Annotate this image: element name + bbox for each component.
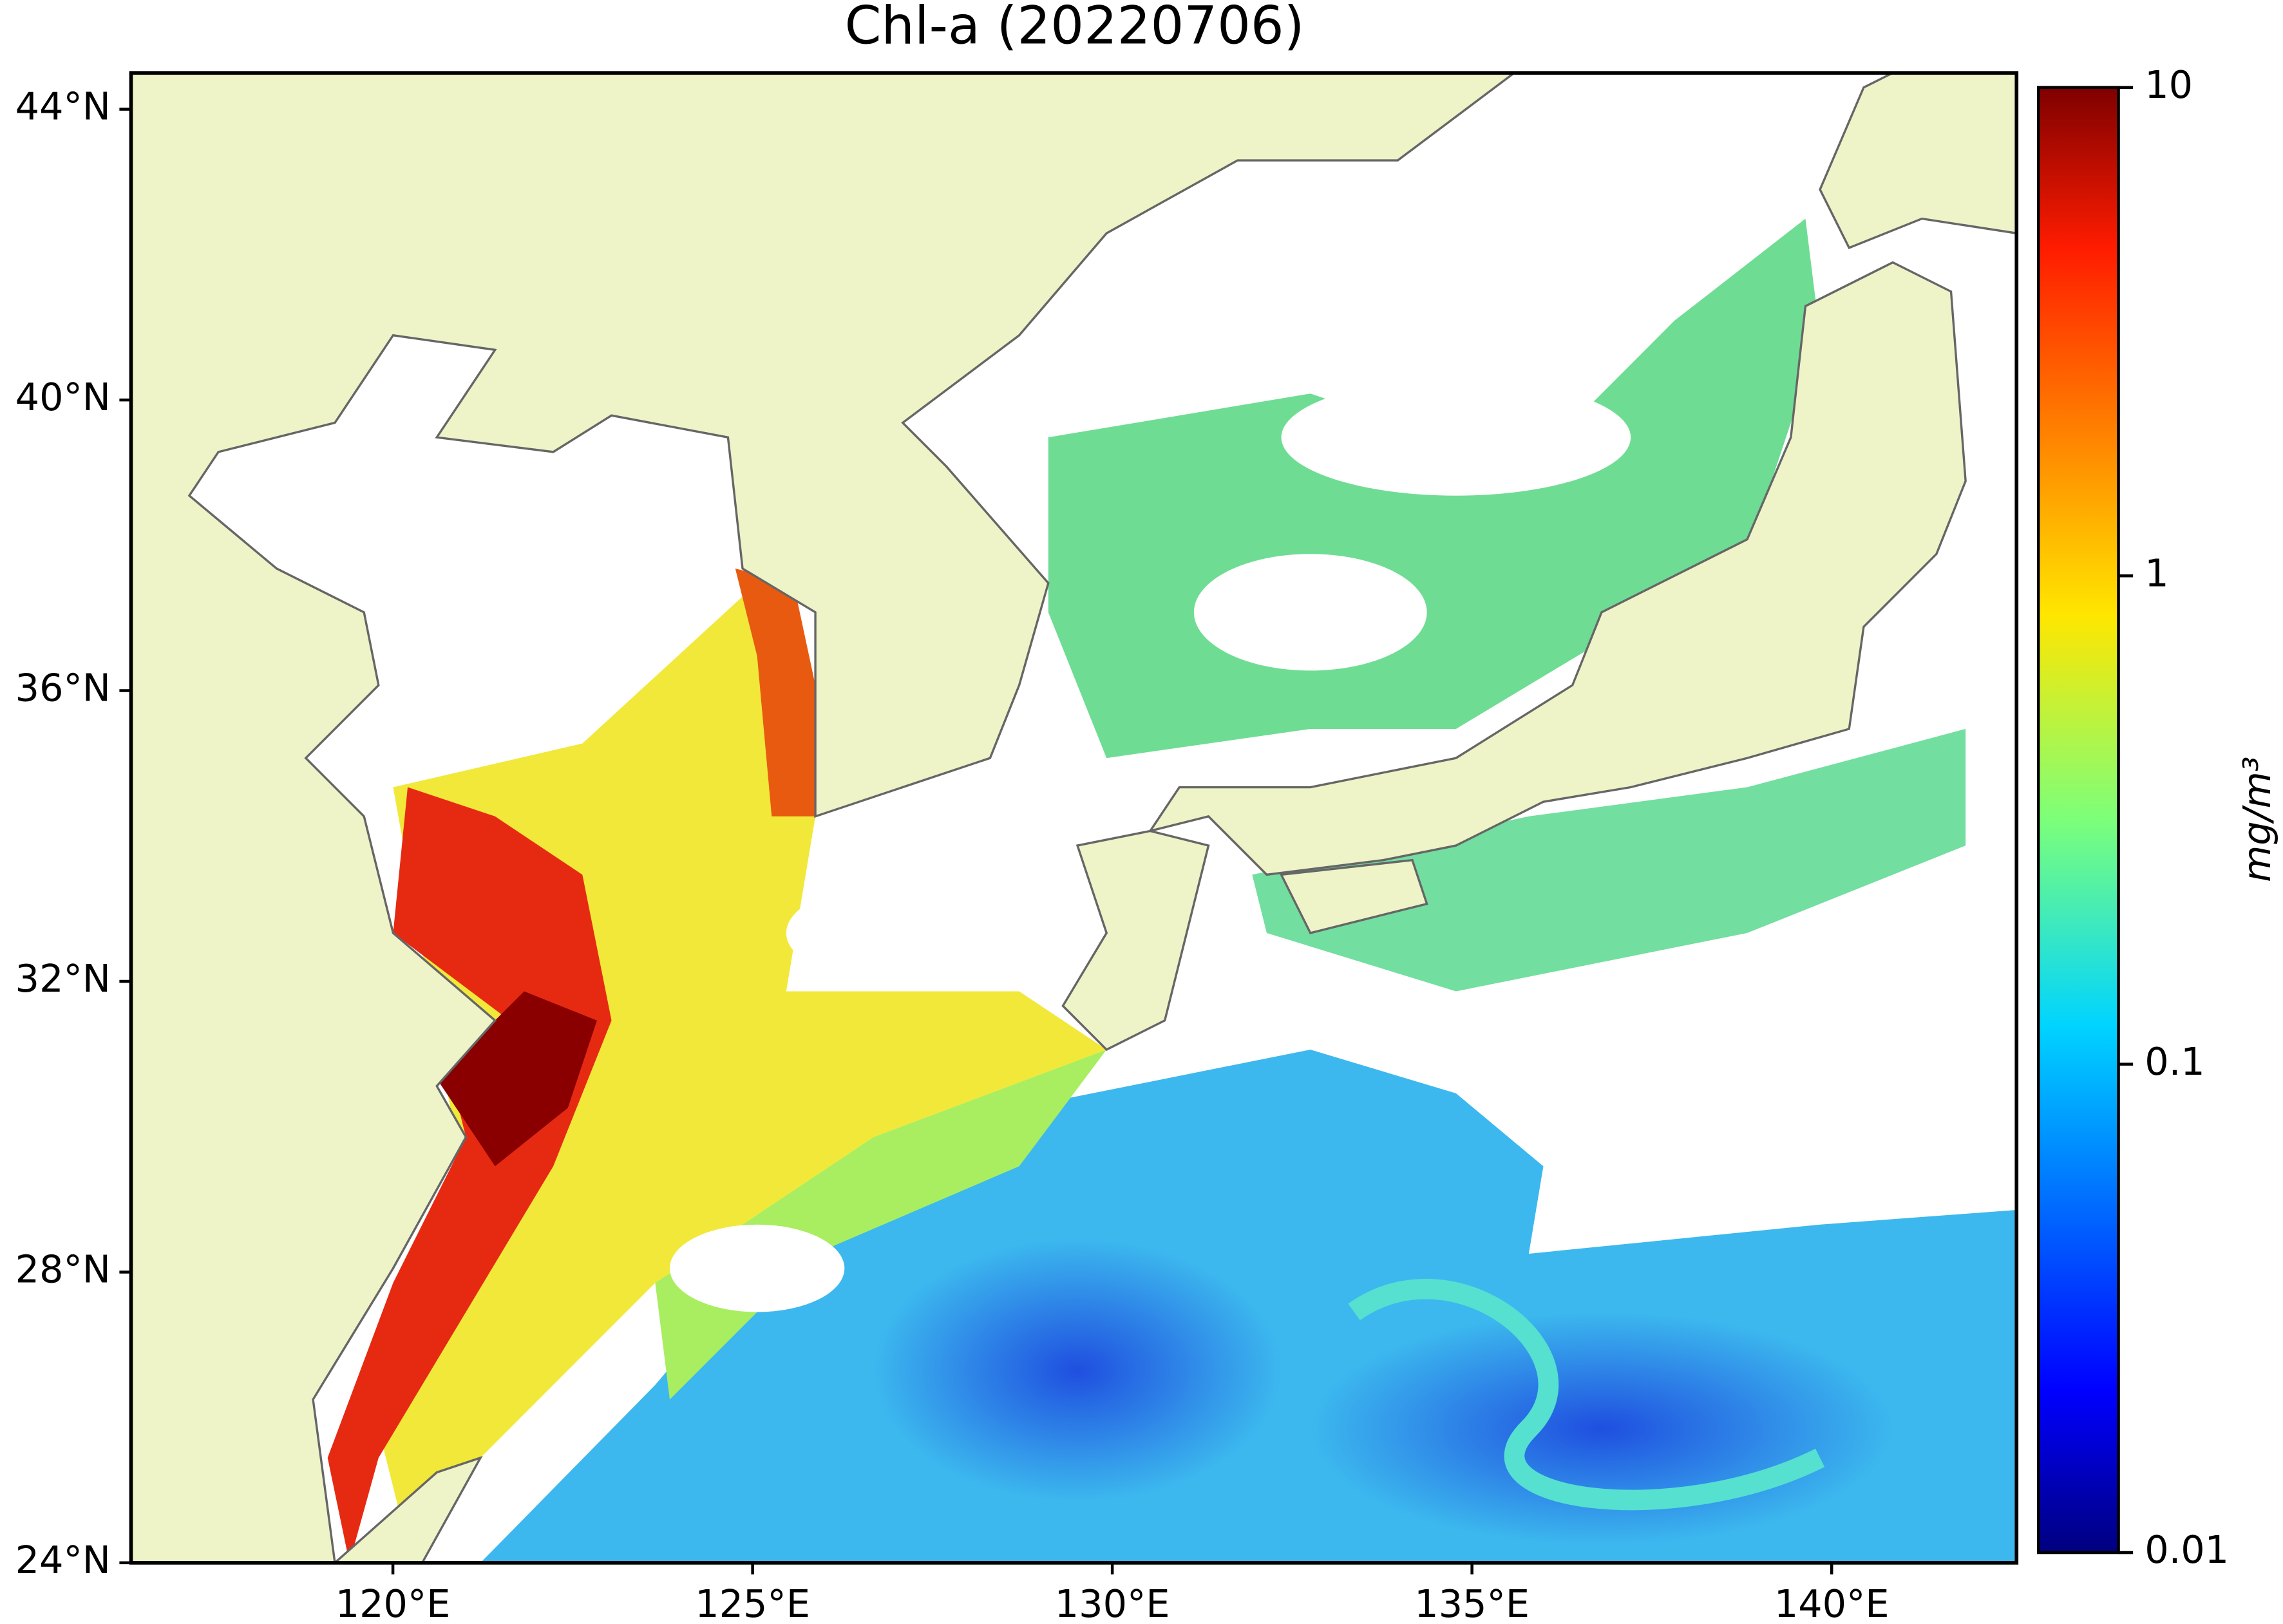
map-frame bbox=[129, 71, 2019, 1565]
honshu bbox=[1148, 261, 1967, 876]
colorbar-tick-label: 1 bbox=[2145, 551, 2168, 595]
colorbar bbox=[2036, 86, 2120, 1554]
map-title: Chl-a (20220706) bbox=[845, 0, 1305, 57]
taiwan bbox=[333, 1455, 483, 1563]
x-tick-label: 130°E bbox=[1055, 1582, 1170, 1624]
colorbar-label: mg/m³ bbox=[2235, 757, 2279, 882]
y-tick-label: 40°N bbox=[15, 375, 111, 419]
chl-pacific bbox=[1252, 728, 1966, 992]
chl-coastal-high bbox=[327, 787, 612, 1563]
chl-estuary bbox=[437, 991, 597, 1167]
y-tick-label: 44°N bbox=[15, 84, 111, 129]
cloud bbox=[1193, 554, 1427, 671]
map-area bbox=[131, 73, 2017, 1563]
shikoku bbox=[1279, 858, 1428, 934]
chl-shelf bbox=[655, 1050, 1107, 1400]
cloud bbox=[669, 1224, 845, 1312]
y-tick-label: 36°N bbox=[15, 666, 111, 710]
chl-east-china-sea bbox=[378, 583, 1107, 1545]
x-tick-label: 120°E bbox=[336, 1582, 451, 1624]
hokkaido bbox=[1819, 73, 2017, 250]
kyushu bbox=[1061, 829, 1210, 1052]
x-tick-label: 135°E bbox=[1414, 1582, 1530, 1624]
colorbar-tick-label: 0.01 bbox=[2145, 1527, 2229, 1572]
chl-low-patch bbox=[1310, 1312, 1893, 1545]
chl-low-patch bbox=[873, 1239, 1282, 1502]
x-tick-label: 125°E bbox=[695, 1582, 810, 1624]
colorbar-tick-label: 10 bbox=[2145, 62, 2193, 107]
y-tick-label: 32°N bbox=[15, 956, 111, 1001]
continent bbox=[131, 73, 1517, 1563]
cloud bbox=[1281, 379, 1631, 496]
colorbar-tick-label: 0.1 bbox=[2145, 1039, 2204, 1084]
chl-eddy bbox=[1348, 1278, 1825, 1511]
land bbox=[131, 73, 2017, 1563]
cloud bbox=[786, 882, 1019, 985]
x-tick-label: 140°E bbox=[1774, 1582, 1890, 1624]
y-tick-label: 28°N bbox=[15, 1247, 111, 1292]
chl-korea-coast bbox=[735, 568, 816, 817]
y-tick-label: 24°N bbox=[15, 1538, 111, 1582]
